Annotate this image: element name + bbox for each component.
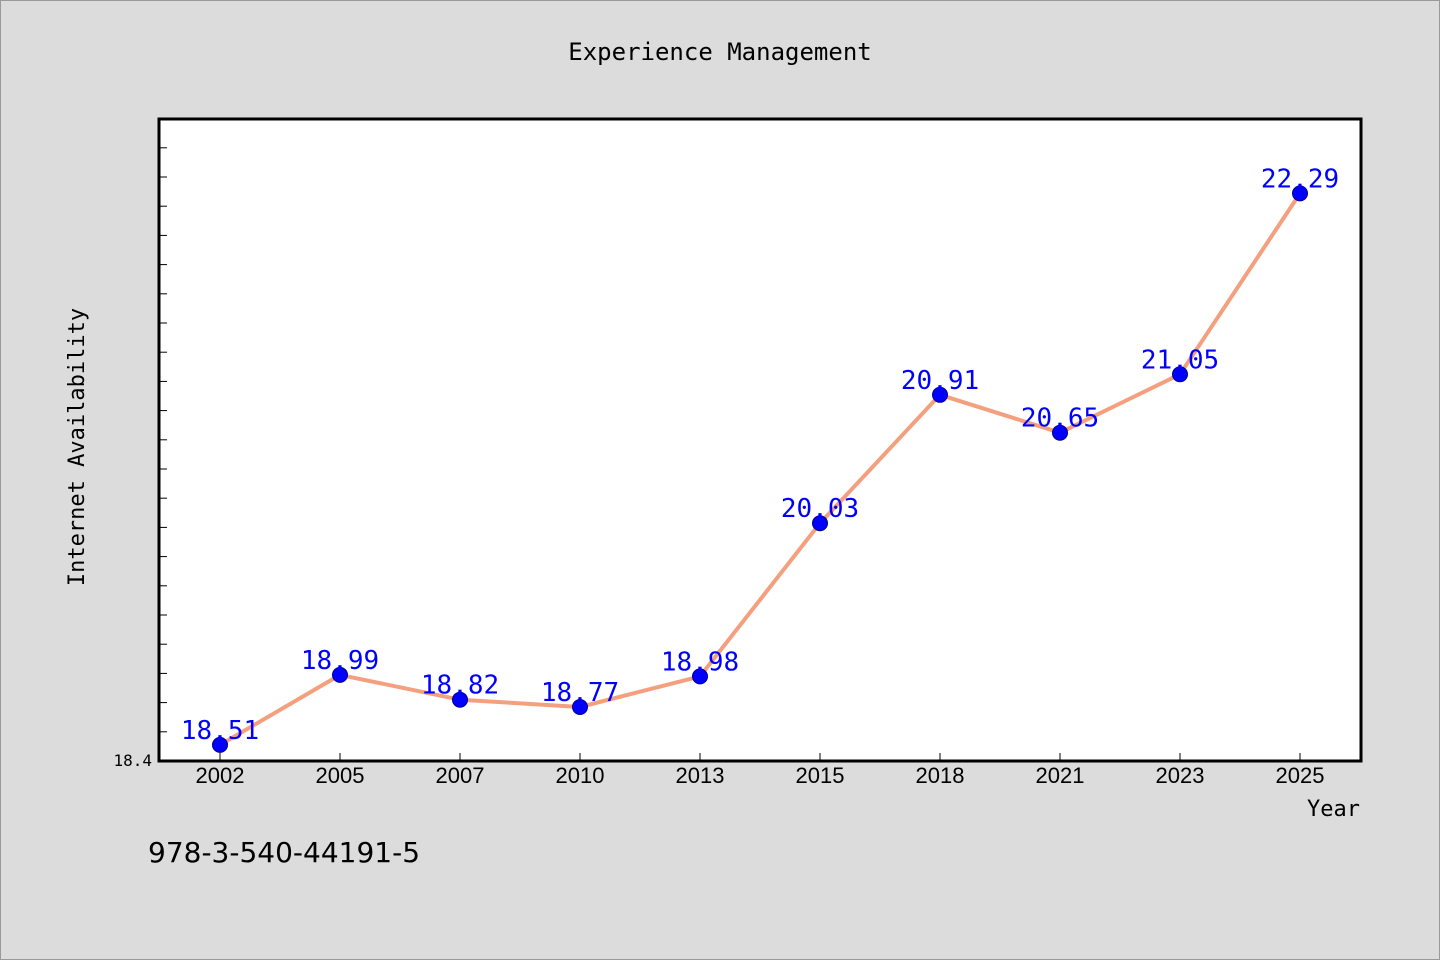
- x-tick-label: 2015: [796, 763, 845, 788]
- x-tick-label: 2023: [1156, 763, 1205, 788]
- data-point: [1172, 366, 1188, 383]
- x-tick-label: 2002: [196, 763, 245, 788]
- y-axis-label: Internet Availability: [65, 308, 90, 586]
- data-point: [932, 386, 948, 403]
- data-label: 18.98: [661, 647, 739, 677]
- data-point: [812, 515, 828, 532]
- data-label: 20.91: [901, 366, 979, 396]
- x-tick-label: 2025: [1276, 763, 1325, 788]
- data-label: 22.29: [1261, 164, 1339, 194]
- x-tick-label: 2013: [676, 763, 725, 788]
- data-label: 18.82: [421, 671, 499, 701]
- x-tick-label: 2007: [436, 763, 485, 788]
- data-label: 21.05: [1141, 345, 1219, 375]
- x-tick-label: 2005: [316, 763, 365, 788]
- data-label: 18.51: [181, 716, 259, 746]
- plot-frame: [157, 117, 1363, 763]
- plot-area: [159, 119, 1361, 761]
- data-point: [452, 691, 468, 708]
- data-labels: 18.51 18.99 18.82 18.77 18.98 20.03 20.91 20.65…: [181, 164, 1339, 746]
- x-tick-label: 2021: [1036, 763, 1085, 788]
- chart-title: Experience Management: [568, 38, 871, 66]
- x-axis-label: Year: [1307, 797, 1360, 822]
- data-label: 18.77: [541, 678, 619, 708]
- data-point: [212, 736, 228, 753]
- series-line: [218, 191, 1302, 747]
- data-point: [572, 699, 588, 715]
- data-label: 18.99: [301, 646, 379, 676]
- x-tick-label: 2010: [556, 763, 605, 788]
- x-tick-label: 2018: [916, 763, 965, 788]
- data-point: [332, 666, 348, 683]
- x-axis-tick-labels: 2002 2005 2007 2010 2013 2015 2018 2021 2023 2025: [196, 763, 1325, 788]
- data-point: [1292, 185, 1308, 202]
- series-markers: [212, 185, 1308, 753]
- y-tick-label-min: 18.4: [113, 751, 152, 770]
- data-point: [692, 668, 708, 685]
- data-point: [1052, 424, 1068, 441]
- data-label: 20.65: [1021, 404, 1099, 434]
- data-label: 20.03: [781, 494, 859, 524]
- footer-code: 978-3-540-44191-5: [148, 836, 420, 869]
